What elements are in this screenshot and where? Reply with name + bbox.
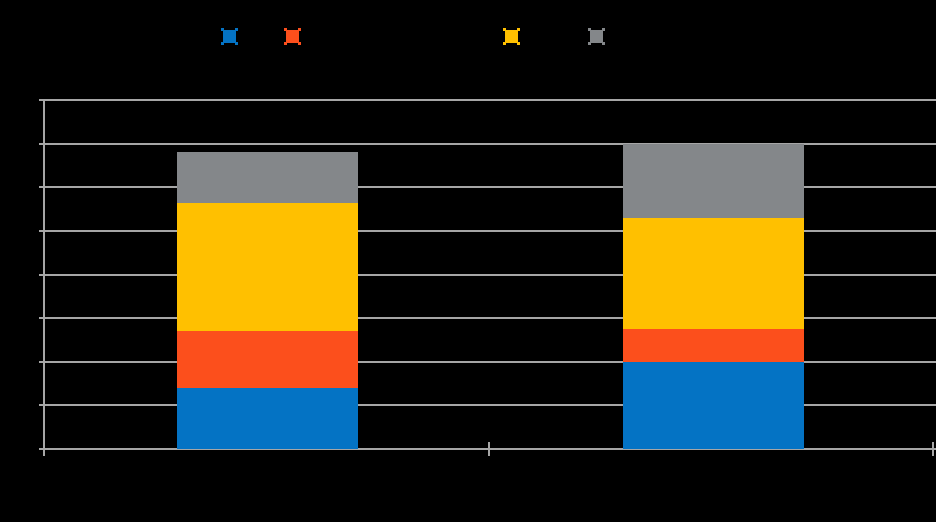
y-axis-tick bbox=[39, 186, 44, 189]
bar-segment-gray-cat2 bbox=[622, 143, 804, 218]
bar-segment-orange-cat1 bbox=[176, 331, 358, 388]
bar-segment-blue-cat1 bbox=[176, 387, 358, 449]
x-axis-tick bbox=[932, 442, 934, 456]
y-axis-tick bbox=[39, 317, 44, 320]
x-axis-tick bbox=[43, 442, 45, 456]
y-axis-tick bbox=[39, 99, 44, 101]
legend-key-blue bbox=[223, 30, 236, 43]
gridline bbox=[44, 317, 936, 320]
legend-key-gray bbox=[590, 30, 603, 43]
y-axis-tick bbox=[39, 404, 44, 407]
legend-key-orange bbox=[286, 30, 299, 43]
y-axis-line bbox=[43, 99, 45, 450]
x-axis-line bbox=[44, 448, 936, 450]
chart-legend bbox=[0, 0, 936, 60]
bar-segment-yellow-cat1 bbox=[176, 202, 358, 332]
y-axis-tick bbox=[39, 273, 44, 276]
gridline bbox=[44, 142, 936, 145]
gridline bbox=[44, 186, 936, 189]
y-axis-tick bbox=[39, 142, 44, 145]
y-axis-tick bbox=[39, 448, 44, 450]
gridline bbox=[44, 273, 936, 276]
y-axis-tick bbox=[39, 360, 44, 363]
legend-key-yellow bbox=[505, 30, 518, 43]
bar-segment-gray-cat1 bbox=[176, 152, 358, 203]
gridline bbox=[44, 229, 936, 232]
bar-segment-blue-cat2 bbox=[622, 361, 804, 449]
x-axis-tick bbox=[487, 442, 490, 456]
bar-segment-yellow-cat2 bbox=[622, 217, 804, 330]
gridline bbox=[44, 404, 936, 407]
gridline bbox=[44, 99, 936, 101]
y-axis-tick bbox=[39, 229, 44, 232]
gridline bbox=[44, 360, 936, 363]
bar-segment-orange-cat2 bbox=[622, 329, 804, 362]
